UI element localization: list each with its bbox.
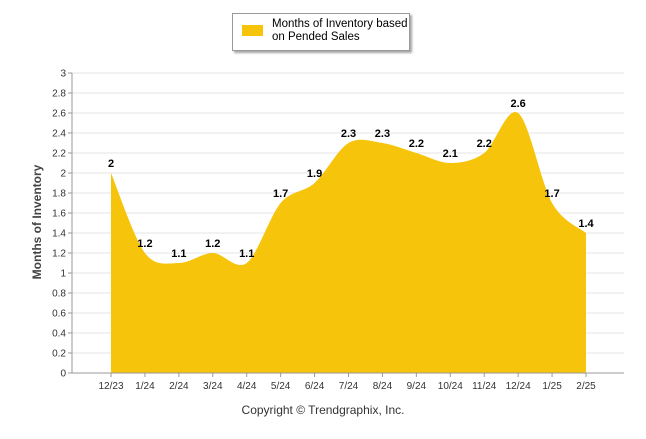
x-tick-label: 3/24 — [203, 381, 223, 392]
data-label: 1.7 — [273, 188, 288, 200]
x-tick-label: 1/24 — [135, 381, 155, 392]
x-tick-label: 9/24 — [407, 381, 427, 392]
x-tick-label: 11/24 — [472, 381, 497, 392]
data-label: 2 — [108, 158, 114, 170]
y-tick-label: 1 — [60, 269, 66, 280]
series-area — [111, 112, 586, 373]
data-label: 2.1 — [443, 148, 458, 160]
y-tick-label: 2.8 — [52, 89, 66, 100]
y-tick-label: 3 — [60, 69, 66, 80]
y-tick-label: 0.8 — [52, 289, 66, 300]
x-tick-label: 5/24 — [271, 381, 291, 392]
y-tick-label: 2.4 — [52, 129, 66, 140]
y-axis-title: Months of Inventory — [30, 164, 44, 279]
y-tick-label: 2.2 — [52, 149, 66, 160]
x-tick-label: 2/24 — [169, 381, 189, 392]
data-label: 1.2 — [137, 238, 152, 250]
y-tick-label: 1.6 — [52, 209, 66, 220]
y-tick-label: 1.8 — [52, 189, 66, 200]
y-tick-label: 0 — [60, 369, 66, 380]
x-tick-label: 6/24 — [305, 381, 325, 392]
x-tick-label: 12/23 — [98, 381, 123, 392]
y-tick-label: 0.2 — [52, 349, 66, 360]
x-tick-label: 10/24 — [438, 381, 463, 392]
x-tick-label: 7/24 — [339, 381, 359, 392]
y-tick-label: 1.4 — [52, 229, 66, 240]
y-tick-label: 0.6 — [52, 309, 66, 320]
y-tick-label: 2 — [60, 169, 66, 180]
copyright-text: Copyright © Trendgraphix, Inc. — [0, 403, 646, 417]
data-label: 2.3 — [375, 128, 390, 140]
x-tick-label: 8/24 — [373, 381, 393, 392]
data-label: 1.1 — [239, 248, 254, 260]
x-tick-label: 2/25 — [576, 381, 596, 392]
y-tick-label: 2.6 — [52, 109, 66, 120]
data-label: 1.7 — [544, 188, 559, 200]
data-label: 2.3 — [341, 128, 356, 140]
data-label: 2.2 — [477, 138, 492, 150]
y-tick-label: 0.4 — [52, 329, 66, 340]
legend-swatch — [242, 25, 263, 36]
x-tick-label: 12/24 — [506, 381, 531, 392]
data-label: 1.2 — [205, 238, 220, 250]
data-label: 1.9 — [307, 168, 322, 180]
x-tick-label: 1/25 — [542, 381, 562, 392]
y-tick-label: 1.2 — [52, 249, 66, 260]
data-label: 1.1 — [171, 248, 186, 260]
data-label: 2.6 — [510, 98, 525, 110]
area-layer — [111, 112, 586, 373]
legend-label: Months of Inventory based on Pended Sale… — [272, 18, 408, 44]
data-label: 1.4 — [578, 218, 594, 230]
legend: Months of Inventory based on Pended Sale… — [232, 13, 410, 51]
data-label: 2.2 — [409, 138, 424, 150]
x-tick-label: 4/24 — [237, 381, 257, 392]
